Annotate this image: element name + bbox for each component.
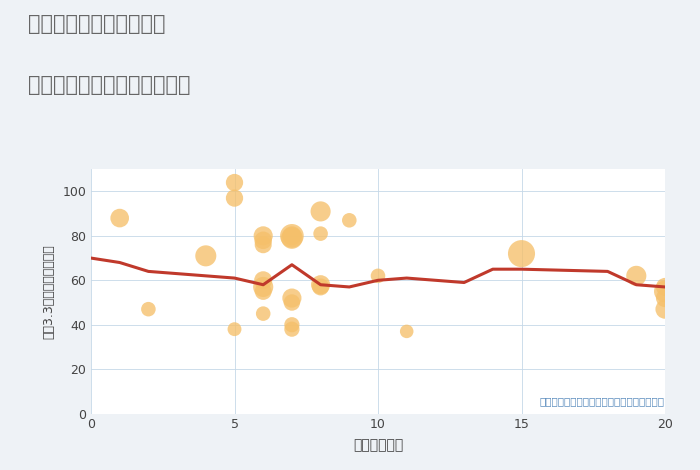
Point [286,299,297,306]
Point [258,241,269,249]
Y-axis label: 坪（3.3㎡）単価（万円）: 坪（3.3㎡）単価（万円） [42,244,55,339]
Point [659,288,671,295]
Text: 駅距離別中古マンション価格: 駅距離別中古マンション価格 [28,75,190,95]
Point [229,179,240,186]
Point [286,321,297,329]
Point [344,217,355,224]
Point [286,232,297,240]
Point [286,235,297,242]
X-axis label: 駅距離（分）: 駅距離（分） [353,439,403,453]
Point [401,328,412,335]
Point [258,232,269,240]
Point [229,325,240,333]
Point [286,294,297,302]
Point [258,236,269,244]
Point [200,252,211,259]
Point [258,283,269,291]
Point [659,283,671,291]
Point [631,272,642,280]
Text: 三重県松阪市木の郷町の: 三重県松阪市木の郷町の [28,14,165,34]
Point [659,294,671,302]
Point [372,272,384,280]
Point [315,208,326,215]
Point [258,276,269,284]
Point [315,230,326,237]
Point [286,325,297,333]
Point [516,250,527,258]
Point [315,281,326,289]
Point [114,214,125,222]
Point [659,306,671,313]
Point [258,288,269,295]
Point [258,310,269,317]
Text: 円の大きさは、取引のあった物件面積を示す: 円の大きさは、取引のあった物件面積を示す [540,396,665,406]
Point [286,232,297,240]
Point [229,194,240,202]
Point [143,306,154,313]
Point [315,283,326,291]
